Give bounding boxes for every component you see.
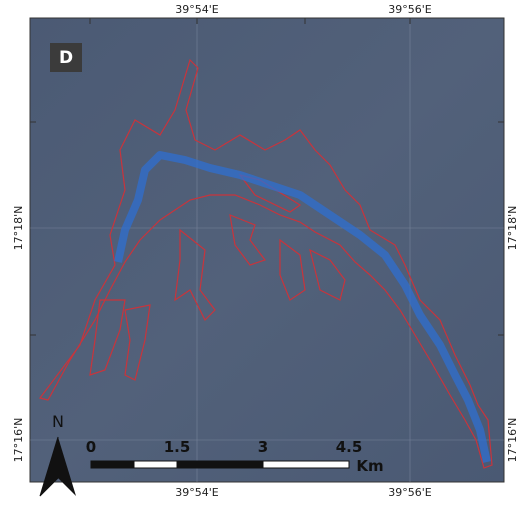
- scale-bar: [91, 461, 349, 468]
- scale-unit: Km: [356, 457, 383, 475]
- map-frame: [30, 18, 504, 482]
- lon-label: 39°54'E: [175, 3, 219, 16]
- scale-label: 1.5: [164, 438, 191, 456]
- lon-label: 39°54'E: [175, 486, 219, 499]
- north-label: N: [52, 412, 64, 431]
- lat-label: 17°18'N: [506, 206, 519, 251]
- lat-label: 17°16'N: [12, 418, 25, 463]
- lat-label: 17°16'N: [506, 418, 519, 463]
- scale-label: 4.5: [336, 438, 363, 456]
- scale-label: 3: [258, 438, 268, 456]
- map-figure: D 39°54'E 39°56'E 39°54'E 39°56'E 17°18'…: [0, 0, 520, 524]
- lon-label: 39°56'E: [388, 486, 432, 499]
- scale-label: 0: [86, 438, 96, 456]
- panel-label: D: [59, 48, 73, 68]
- lon-label: 39°56'E: [388, 3, 432, 16]
- lat-label: 17°18'N: [12, 206, 25, 251]
- map: D 39°54'E 39°56'E 39°54'E 39°56'E 17°18'…: [0, 0, 520, 524]
